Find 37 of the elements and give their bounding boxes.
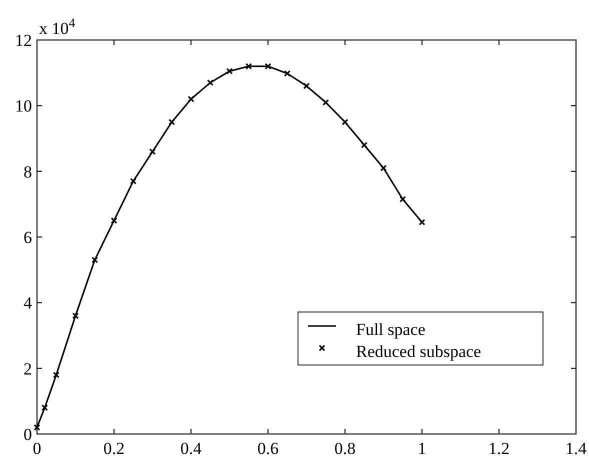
point	[130, 178, 137, 184]
x-tick-label: 0.2	[103, 439, 125, 458]
point	[110, 217, 118, 224]
point	[322, 99, 330, 106]
point	[188, 96, 194, 102]
point	[264, 62, 272, 70]
x-tick-label: 1	[418, 439, 426, 458]
x-tick-label: 1.2	[488, 439, 510, 458]
point	[399, 196, 406, 203]
point	[342, 118, 348, 126]
y-tick-label: 2	[24, 359, 32, 378]
y-tick-label: 12	[15, 30, 32, 50]
point	[360, 142, 368, 148]
text: x 10$^{4}$	[39, 16, 76, 38]
point	[245, 62, 252, 70]
point	[52, 372, 60, 378]
x-tick-label: 1.4	[565, 439, 588, 458]
y-tick-label: 6	[24, 228, 32, 247]
y-tick-label: 8	[24, 162, 32, 182]
point	[72, 312, 79, 320]
point	[91, 256, 98, 264]
point	[380, 164, 387, 172]
point	[284, 70, 291, 77]
point	[226, 68, 233, 74]
point	[303, 82, 310, 90]
x-tick-label: 0.4	[180, 439, 202, 458]
y-tick-label: 4	[24, 294, 32, 313]
x-tick-label: 0.6	[257, 439, 279, 458]
point	[149, 148, 156, 155]
point	[41, 404, 48, 412]
y-tick-label: 0	[24, 424, 32, 444]
y-tick-label: 10	[15, 96, 32, 116]
x-tick-label: 0.8	[334, 439, 356, 458]
legend-label: Full space	[356, 320, 426, 339]
point	[206, 79, 214, 86]
point	[168, 118, 176, 126]
legend-label: Reduced subspace	[356, 342, 482, 361]
